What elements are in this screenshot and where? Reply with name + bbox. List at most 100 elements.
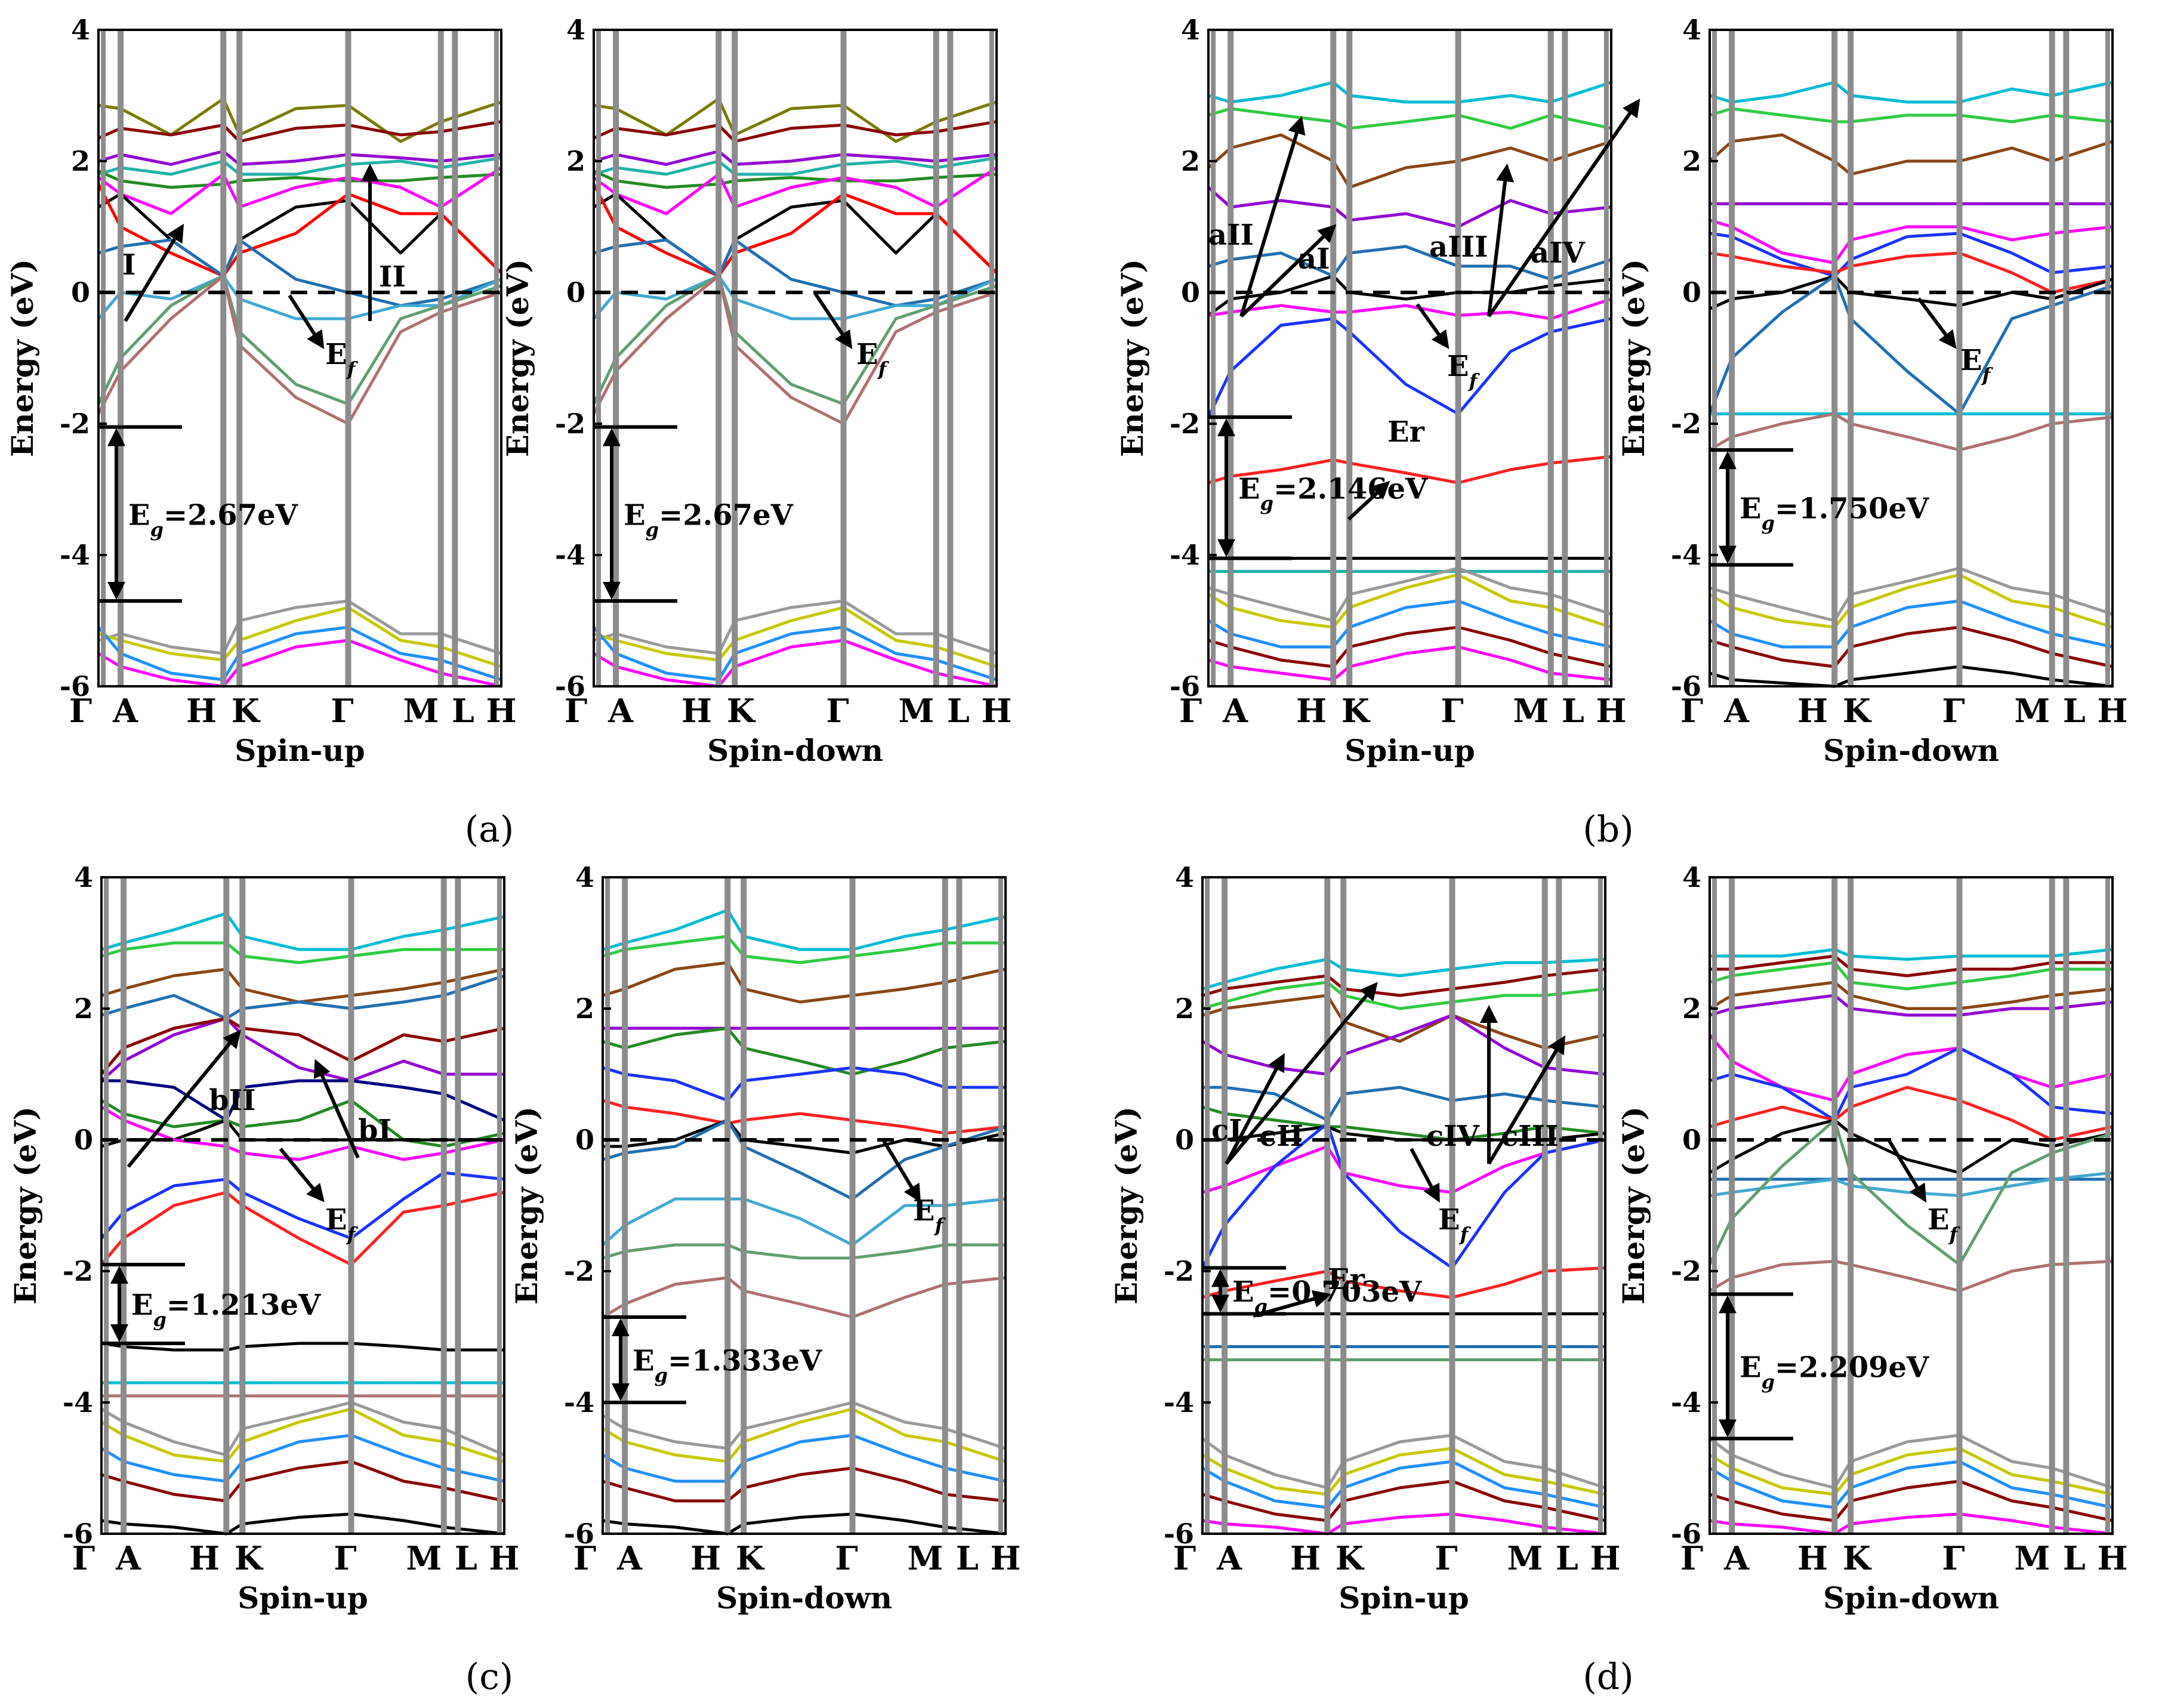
k-point-label: L bbox=[452, 692, 474, 730]
band-lines bbox=[1708, 948, 2113, 1536]
x-axis-label: Spin-down bbox=[716, 1580, 892, 1615]
band-gap-indicator: Eg=2.67eV bbox=[594, 425, 794, 603]
annotation-label: bII bbox=[209, 1084, 255, 1117]
band-lines bbox=[592, 97, 998, 688]
band-lines bbox=[97, 97, 502, 688]
x-axis-label: Spin-up bbox=[235, 733, 365, 768]
k-point-label: M bbox=[1513, 692, 1549, 730]
band-line bbox=[592, 275, 997, 426]
annotation-label: cIV bbox=[1426, 1120, 1480, 1153]
band-line bbox=[1709, 232, 2113, 278]
band-line bbox=[1709, 218, 2113, 264]
k-point-label: K bbox=[1341, 692, 1371, 730]
plot-frame bbox=[593, 29, 998, 687]
band-line bbox=[1708, 573, 2113, 629]
band-line bbox=[1208, 245, 1612, 281]
k-point-label: L bbox=[2063, 692, 2086, 730]
transition-annotation: cI bbox=[1211, 1053, 1285, 1165]
y-tick-label: 2 bbox=[575, 992, 594, 1025]
band-line bbox=[98, 238, 502, 307]
band-line bbox=[1708, 1118, 2113, 1174]
band-line bbox=[602, 1512, 1006, 1536]
y-tick-label: -2 bbox=[1671, 408, 1701, 440]
band-line bbox=[1202, 1479, 1606, 1522]
k-point-label: M bbox=[898, 692, 934, 730]
y-tick-label: -6 bbox=[1671, 1518, 1701, 1550]
transition-annotation: aIII bbox=[1429, 164, 1515, 317]
y-tick-label: 4 bbox=[575, 861, 594, 893]
k-point-label: L bbox=[1556, 1539, 1578, 1577]
band-line bbox=[100, 1105, 505, 1161]
y-axis-label: Energy (eV) bbox=[1616, 259, 1651, 457]
band-line bbox=[1207, 317, 1612, 418]
band-line bbox=[602, 961, 1006, 1004]
y-tick-label: -4 bbox=[1164, 1386, 1194, 1419]
y-axis-label: Energy (eV) bbox=[1115, 259, 1150, 457]
band-line bbox=[602, 1026, 1006, 1076]
band-line bbox=[1709, 665, 2113, 688]
k-point-label: Γ bbox=[573, 1539, 596, 1577]
band-line bbox=[603, 1118, 1006, 1155]
k-point-label: A bbox=[115, 1539, 141, 1577]
band-line bbox=[602, 1118, 1006, 1201]
transition-annotation: aI bbox=[1239, 224, 1337, 318]
k-point-label: K bbox=[232, 692, 261, 730]
band-line bbox=[1709, 961, 2112, 991]
plot-frame bbox=[1201, 876, 1606, 1535]
k-point-label: Γ bbox=[1680, 692, 1703, 730]
k-point-label: A bbox=[1222, 692, 1248, 730]
y-tick-label: 0 bbox=[71, 276, 90, 309]
annotation-label: bI bbox=[358, 1114, 391, 1147]
band-line bbox=[593, 150, 997, 166]
band-line bbox=[101, 967, 505, 1004]
band-line bbox=[98, 150, 502, 166]
k-point-label: K bbox=[736, 1539, 765, 1577]
band-lines bbox=[602, 908, 1006, 1536]
panel-caption: (b) bbox=[1583, 809, 1633, 850]
annotation-label: cIII bbox=[1501, 1120, 1559, 1153]
transition-annotation: Ef bbox=[1917, 297, 1994, 386]
annotation-label: cII bbox=[1259, 1120, 1303, 1153]
k-point-label: H bbox=[1290, 1539, 1321, 1577]
band-line bbox=[1708, 1034, 2113, 1102]
band-line bbox=[593, 97, 997, 143]
band-line bbox=[602, 935, 1006, 964]
band-line bbox=[1208, 455, 1612, 485]
band-line bbox=[101, 1342, 504, 1352]
band-line bbox=[97, 625, 502, 682]
band-line bbox=[100, 1191, 505, 1266]
band-lines bbox=[1207, 81, 1612, 682]
transition-annotation: Ef bbox=[279, 1148, 359, 1245]
band-line bbox=[1207, 186, 1612, 229]
band-gap-indicator: Eg=1.213eV bbox=[101, 1263, 321, 1345]
band-line bbox=[100, 1407, 505, 1463]
k-point-label: M bbox=[403, 692, 439, 730]
k-point-label: H bbox=[1590, 1539, 1620, 1577]
band-line bbox=[100, 1099, 505, 1148]
k-point-label: H bbox=[486, 692, 516, 730]
transition-annotation: cIV bbox=[1426, 1005, 1498, 1164]
k-point-label: Γ bbox=[1173, 1539, 1196, 1577]
y-tick-label: -4 bbox=[1671, 1386, 1701, 1419]
band-line bbox=[97, 275, 502, 320]
band-line bbox=[101, 1079, 505, 1122]
k-point-label: H bbox=[1797, 692, 1828, 730]
plot-frame bbox=[1207, 29, 1612, 687]
band-line bbox=[97, 275, 502, 426]
y-tick-label: -6 bbox=[564, 1518, 594, 1550]
k-point-label: Γ bbox=[1680, 1539, 1703, 1577]
plot-frame bbox=[1708, 29, 2114, 687]
k-point-label: L bbox=[455, 1539, 477, 1577]
band-line bbox=[602, 1099, 1006, 1135]
x-axis-label: Spin-up bbox=[1344, 733, 1475, 768]
y-tick-label: -2 bbox=[564, 1255, 594, 1287]
annotation-label: Ef bbox=[325, 338, 359, 380]
y-tick-label: -2 bbox=[63, 1255, 93, 1287]
y-tick-label: -2 bbox=[1671, 1255, 1701, 1287]
k-point-label: Γ bbox=[1942, 1539, 1964, 1577]
